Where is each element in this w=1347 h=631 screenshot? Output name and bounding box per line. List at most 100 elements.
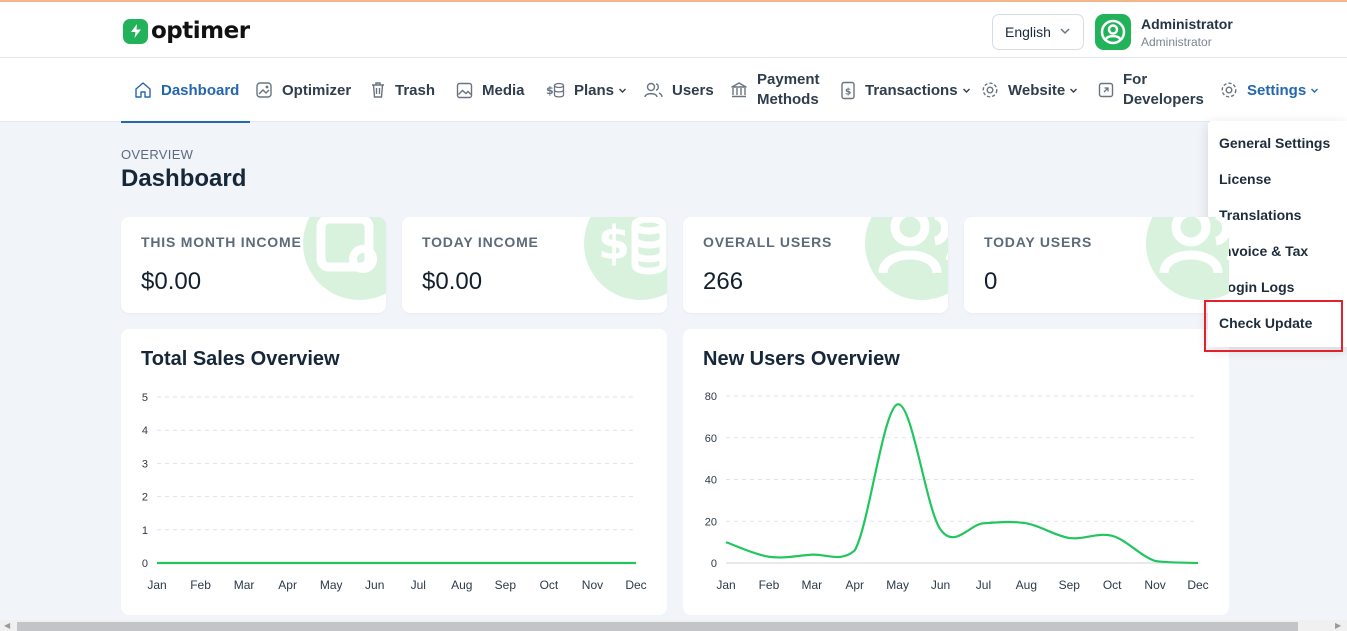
chart-title: Total Sales Overview [141, 348, 340, 370]
bank-icon [731, 82, 747, 98]
nav-trash[interactable]: Trash [370, 58, 435, 122]
page-title: Dashboard [121, 165, 247, 192]
x-tick-label: Jul [411, 578, 426, 592]
receipt-icon: $ [841, 81, 855, 99]
stat-card-overall-users: OVERALL USERS 266 [683, 217, 948, 313]
scrollbar-thumb[interactable] [17, 622, 1298, 631]
trash-icon [372, 82, 384, 98]
scroll-right-arrow-icon[interactable]: ▶ [1335, 621, 1342, 630]
chevron-down-icon [962, 88, 970, 93]
x-tick-label: Jan [716, 578, 735, 592]
main-navigation: Dashboard Optimizer Trash Media $ Plans … [0, 58, 1347, 123]
highlight-box [1204, 300, 1343, 352]
nav-website[interactable]: Website [981, 58, 1078, 122]
menu-item-invoice-tax[interactable]: Invoice & Tax [1219, 243, 1309, 259]
settings-dropdown-menu: General Settings License Translations In… [1208, 121, 1347, 347]
nav-transactions[interactable]: $ Transactions [840, 58, 971, 122]
stat-label: OVERALL USERS [703, 234, 833, 250]
x-tick-label: Mar [234, 578, 255, 592]
x-tick-label: Sep [1059, 578, 1081, 592]
image-icon [456, 82, 473, 98]
x-tick-label: Dec [625, 578, 646, 592]
nav-plans[interactable]: $ Plans [546, 58, 627, 122]
x-tick-label: Aug [451, 578, 472, 592]
chevron-down-icon [1060, 28, 1070, 35]
nav-dashboard[interactable]: Dashboard [120, 58, 251, 123]
nav-label: Media [482, 81, 525, 99]
user-role: Administrator [1141, 34, 1212, 49]
x-tick-label: Nov [1144, 578, 1165, 592]
series-line [725, 403, 1199, 565]
lightning-icon [123, 18, 148, 44]
gear-icon [982, 82, 998, 98]
nav-label: Settings [1247, 81, 1307, 99]
menu-item-license[interactable]: License [1219, 171, 1272, 187]
y-tick-label: 60 [705, 433, 717, 445]
x-tick-label: Nov [582, 578, 603, 592]
nav-payment-methods[interactable]: Payment Methods [730, 58, 827, 122]
new-users-chart: 0 20 40 60 80 Jan Feb Mar Apr May Jun Jul Aug Sep Oct N… [705, 391, 1209, 592]
stat-card-today-users: TODAY USERS 0 [964, 217, 1229, 313]
avatar [1095, 14, 1131, 50]
y-tick-label: 20 [705, 516, 717, 528]
y-tick-label: 5 [142, 392, 148, 404]
y-tick-label: 2 [142, 492, 148, 504]
stat-label: TODAY INCOME [422, 234, 539, 250]
users-icon [644, 82, 663, 98]
nav-users[interactable]: Users [644, 58, 714, 122]
x-tick-label: Jun [365, 578, 384, 592]
nav-label: Trash [395, 81, 436, 99]
x-tick-label: Apr [278, 578, 297, 592]
stat-value: 0 [984, 268, 998, 295]
y-tick-label: 0 [711, 558, 717, 570]
image-optimize-icon [256, 82, 272, 98]
nav-label: Users [672, 81, 714, 99]
nav-label: Optimizer [282, 81, 352, 99]
users-icon [865, 217, 948, 300]
nav-optimizer[interactable]: Optimizer [255, 58, 351, 122]
x-tick-label: Aug [1016, 578, 1037, 592]
x-tick-label: Feb [759, 578, 780, 592]
stat-value: $0.00 [422, 268, 483, 295]
scroll-left-arrow-icon[interactable]: ◀ [4, 621, 11, 630]
stat-card-today-income: $ TODAY INCOME $0.00 [402, 217, 667, 313]
users-icon [1146, 217, 1229, 300]
user-name: Administrator [1141, 15, 1233, 32]
menu-item-login-logs[interactable]: Login Logs [1219, 279, 1295, 295]
x-tick-label: May [320, 578, 343, 592]
nav-label: For Developers [1123, 71, 1204, 108]
x-tick-label: Apr [845, 578, 864, 592]
nav-media[interactable]: Media [456, 58, 525, 122]
user-menu[interactable]: Administrator Administrator [1095, 14, 1233, 50]
language-select[interactable]: English [992, 14, 1084, 50]
menu-item-translations[interactable]: Translations [1219, 207, 1302, 223]
menu-item-check-update[interactable]: Check Update [1219, 315, 1313, 331]
new-users-panel: New Users Overview 0 20 40 60 80 Jan Feb Mar Apr… [683, 329, 1229, 615]
wallet-icon [303, 217, 386, 300]
nav-for-developers[interactable]: For Developers [1098, 58, 1204, 122]
total-sales-chart: 0 1 2 3 4 5 Jan Feb Mar Apr May Jun Jul Aug Sep Oct Nov D… [142, 392, 647, 592]
y-tick-label: 80 [705, 391, 717, 403]
brand-logo[interactable]: optimer [123, 18, 250, 44]
stat-value: 266 [703, 268, 744, 295]
total-sales-panel: Total Sales Overview 0 1 2 3 4 5 Jan Feb Mar Apr M… [121, 329, 667, 615]
x-tick-label: Feb [190, 578, 211, 592]
menu-item-general-settings[interactable]: General Settings [1219, 135, 1331, 151]
coins-icon: $ [546, 82, 565, 98]
stat-label: TODAY USERS [984, 234, 1093, 250]
y-tick-label: 4 [142, 425, 148, 437]
user-avatar-icon [1100, 19, 1126, 45]
x-tick-label: Jul [976, 578, 991, 592]
home-icon [135, 82, 151, 98]
x-tick-label: Oct [1103, 578, 1122, 592]
stat-value: $0.00 [141, 268, 202, 295]
y-tick-label: 3 [142, 458, 148, 470]
stat-card-month-income: THIS MONTH INCOME $0.00 [121, 217, 386, 313]
chevron-down-icon [1070, 88, 1078, 93]
language-value: English [1005, 24, 1051, 40]
nav-settings[interactable]: Settings [1220, 58, 1319, 122]
svg-text:$: $ [546, 84, 554, 97]
chart-title: New Users Overview [703, 348, 900, 370]
svg-text:$: $ [598, 217, 630, 270]
y-tick-label: 40 [705, 475, 717, 487]
